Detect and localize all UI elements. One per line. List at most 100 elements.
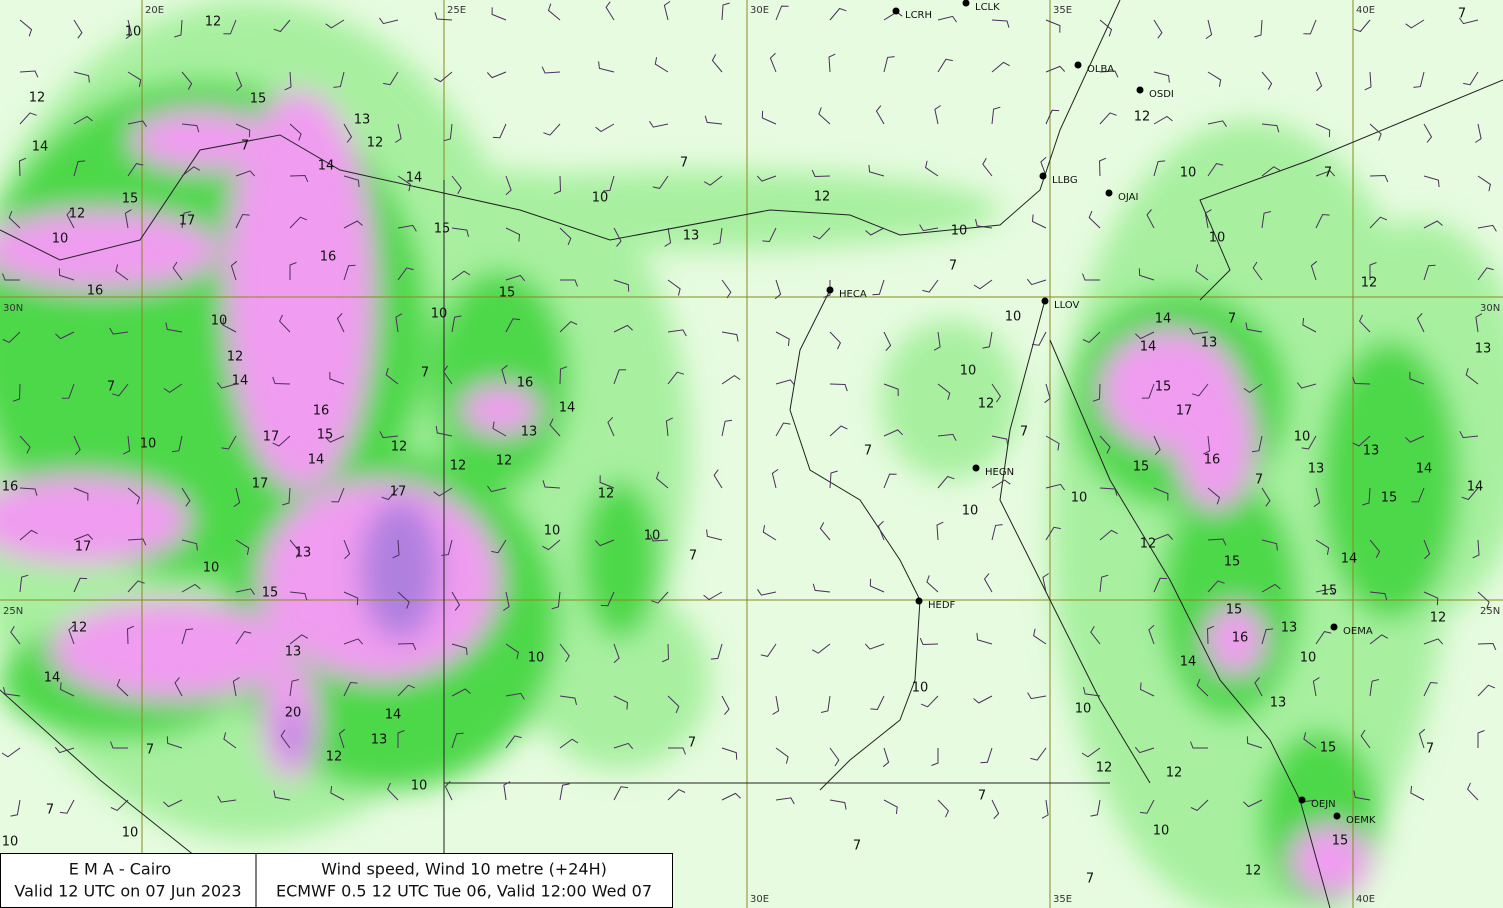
wind-barb bbox=[109, 327, 129, 335]
wind-barb bbox=[1205, 19, 1213, 40]
contour-label: 15 bbox=[1155, 380, 1172, 395]
wind-barb bbox=[1315, 170, 1336, 177]
station-dot bbox=[1039, 172, 1047, 180]
contour-label: 10 bbox=[140, 437, 157, 452]
wind-barb bbox=[1352, 435, 1371, 447]
wind-barb bbox=[222, 317, 237, 333]
wind-barb bbox=[379, 431, 399, 439]
wind-barb bbox=[232, 677, 240, 697]
wind-barb bbox=[870, 695, 885, 711]
station-dot bbox=[1041, 297, 1049, 305]
wind-barb bbox=[442, 365, 453, 385]
wind-barb bbox=[451, 227, 469, 238]
wind-barb bbox=[991, 799, 1000, 819]
contour-label: 14 bbox=[232, 374, 249, 389]
wind-barb bbox=[1153, 577, 1168, 593]
wind-barb bbox=[1153, 115, 1173, 125]
wind-barb bbox=[703, 175, 723, 186]
wind-barb bbox=[486, 71, 507, 79]
contour-label: 14 bbox=[406, 171, 423, 186]
wind-barb bbox=[59, 799, 75, 814]
wind-barb bbox=[1458, 17, 1479, 25]
contour-label: 10 bbox=[2, 835, 19, 850]
wind-barb bbox=[761, 110, 777, 125]
wind-barb bbox=[721, 2, 730, 21]
contour-label: 12 bbox=[1361, 276, 1378, 291]
wind-barb bbox=[1135, 331, 1155, 340]
wind-barb bbox=[343, 638, 364, 645]
wind-barb bbox=[925, 160, 939, 177]
station-label: OEJN bbox=[1311, 799, 1336, 810]
wind-barb bbox=[1312, 677, 1320, 697]
wind-barb bbox=[1207, 71, 1222, 87]
wind-barb bbox=[1369, 262, 1377, 280]
contour-label: 10 bbox=[1300, 651, 1317, 666]
wind-barb bbox=[1139, 682, 1155, 697]
wind-barb bbox=[181, 211, 192, 229]
legend-text: ECMWF 0.5 12 UTC Tue 06, Valid 12:00 Wed… bbox=[276, 882, 652, 901]
contour-label: 13 bbox=[1363, 444, 1380, 459]
wind-barb bbox=[1352, 376, 1371, 385]
wind-barb bbox=[1246, 736, 1263, 749]
wind-barb bbox=[54, 746, 75, 754]
wind-barb bbox=[1369, 539, 1381, 558]
contour-label: 12 bbox=[1245, 864, 1262, 879]
wind-barb bbox=[829, 425, 848, 437]
wind-barb bbox=[667, 695, 680, 714]
station-label: OEMK bbox=[1346, 815, 1376, 826]
contour-label: 10 bbox=[528, 651, 545, 666]
lat-label: 30N bbox=[3, 303, 23, 314]
wind-barb bbox=[869, 578, 885, 593]
wind-barb bbox=[441, 539, 453, 556]
wind-barb bbox=[18, 157, 27, 177]
contour-label: 13 bbox=[295, 546, 312, 561]
wind-barb bbox=[397, 591, 410, 609]
wind-barb bbox=[282, 487, 291, 506]
contour-label: 15 bbox=[1320, 741, 1337, 756]
wind-barb bbox=[338, 728, 346, 749]
wind-barb bbox=[1475, 313, 1483, 333]
wind-barb bbox=[651, 591, 669, 604]
wind-barb bbox=[73, 487, 89, 501]
wind-barb bbox=[289, 634, 309, 645]
wind-barb bbox=[216, 382, 237, 389]
wind-barb bbox=[1477, 224, 1497, 232]
contour-label: 7 bbox=[1086, 872, 1094, 887]
wind-barb bbox=[931, 748, 939, 766]
wind-barb bbox=[868, 164, 885, 177]
contour-label: 12 bbox=[450, 459, 467, 474]
wind-barb bbox=[1099, 529, 1118, 541]
wind-barb bbox=[1090, 799, 1101, 817]
wind-barb bbox=[1207, 120, 1227, 127]
wind-barb bbox=[451, 688, 471, 697]
wind-barb bbox=[165, 322, 183, 333]
wind-barb bbox=[559, 695, 577, 706]
contour-label: 15 bbox=[1133, 460, 1150, 475]
wind-barb bbox=[828, 53, 836, 73]
wind-barb bbox=[1315, 631, 1332, 645]
wind-barb bbox=[1092, 383, 1101, 402]
wind-barb bbox=[883, 799, 898, 815]
contour-label: 12 bbox=[1430, 611, 1447, 626]
wind-barb bbox=[1146, 209, 1155, 229]
wind-barb bbox=[451, 315, 462, 333]
wind-barb bbox=[937, 58, 953, 73]
wind-barb bbox=[559, 227, 572, 246]
station-dot bbox=[972, 464, 980, 472]
wind-barb bbox=[721, 279, 732, 299]
wind-barb bbox=[1040, 156, 1047, 177]
wind-barb bbox=[1315, 123, 1331, 138]
wind-barb bbox=[2, 331, 21, 343]
contour-label: 10 bbox=[592, 191, 609, 206]
wind-barb bbox=[762, 227, 777, 243]
contour-label: 12 bbox=[29, 91, 46, 106]
wind-barb bbox=[1475, 123, 1482, 143]
station-dot bbox=[826, 286, 834, 294]
station-label: HEGN bbox=[985, 467, 1014, 478]
contour-label: 10 bbox=[912, 681, 929, 696]
contour-label: 13 bbox=[371, 733, 388, 748]
contour-label: 7 bbox=[1255, 473, 1263, 488]
wind-barb bbox=[818, 107, 831, 125]
wind-barb bbox=[1138, 268, 1155, 281]
